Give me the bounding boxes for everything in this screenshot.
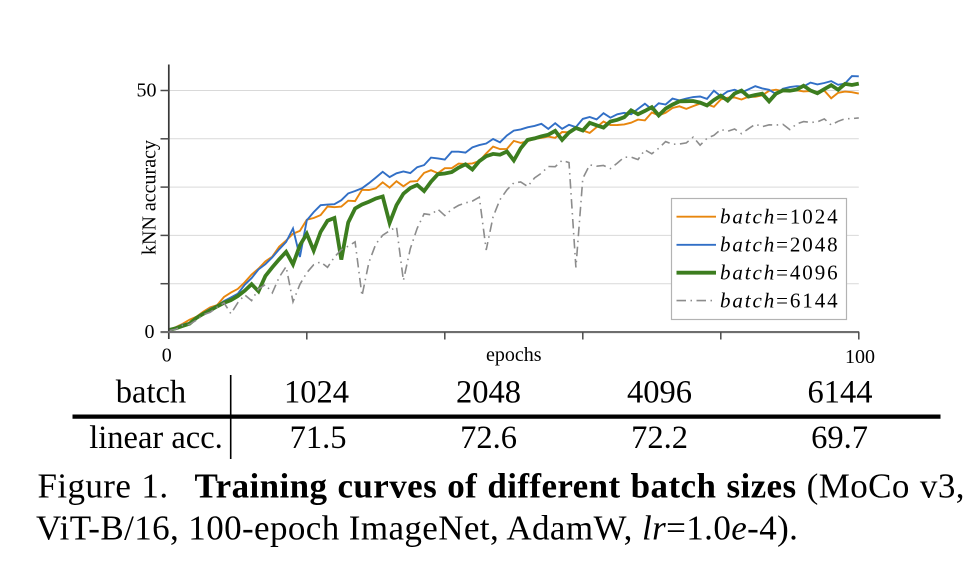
svg-text:ViT-B/16, 100-epoch ImageNet,: ViT-B/16, 100-epoch ImageNet, AdamW, lr=… — [36, 509, 798, 548]
svg-text:6144: 6144 — [808, 375, 873, 411]
svg-text:72.2: 72.2 — [631, 420, 688, 456]
svg-text:4096: 4096 — [627, 375, 692, 411]
svg-text:epochs: epochs — [486, 344, 542, 366]
svg-text:Figure 1.Training curves of di: Figure 1. Training curves of different ba… — [38, 467, 965, 506]
svg-text:72.6: 72.6 — [460, 420, 517, 456]
svg-text:batch=6144: batch=6144 — [720, 289, 840, 313]
svg-text:0: 0 — [145, 321, 155, 343]
svg-text:linear acc.: linear acc. — [89, 420, 223, 456]
svg-text:kNN accuracy: kNN accuracy — [139, 140, 161, 255]
svg-text:69.7: 69.7 — [811, 420, 868, 456]
svg-text:batch: batch — [116, 375, 186, 411]
svg-text:batch=4096: batch=4096 — [720, 261, 840, 285]
svg-text:100: 100 — [845, 346, 875, 368]
svg-text:1024: 1024 — [284, 375, 349, 411]
svg-text:batch=1024: batch=1024 — [720, 205, 840, 229]
svg-text:batch=2048: batch=2048 — [720, 233, 840, 257]
svg-text:2048: 2048 — [456, 375, 521, 411]
svg-text:50: 50 — [137, 80, 157, 102]
svg-text:71.5: 71.5 — [290, 420, 347, 456]
svg-text:0: 0 — [162, 345, 172, 367]
